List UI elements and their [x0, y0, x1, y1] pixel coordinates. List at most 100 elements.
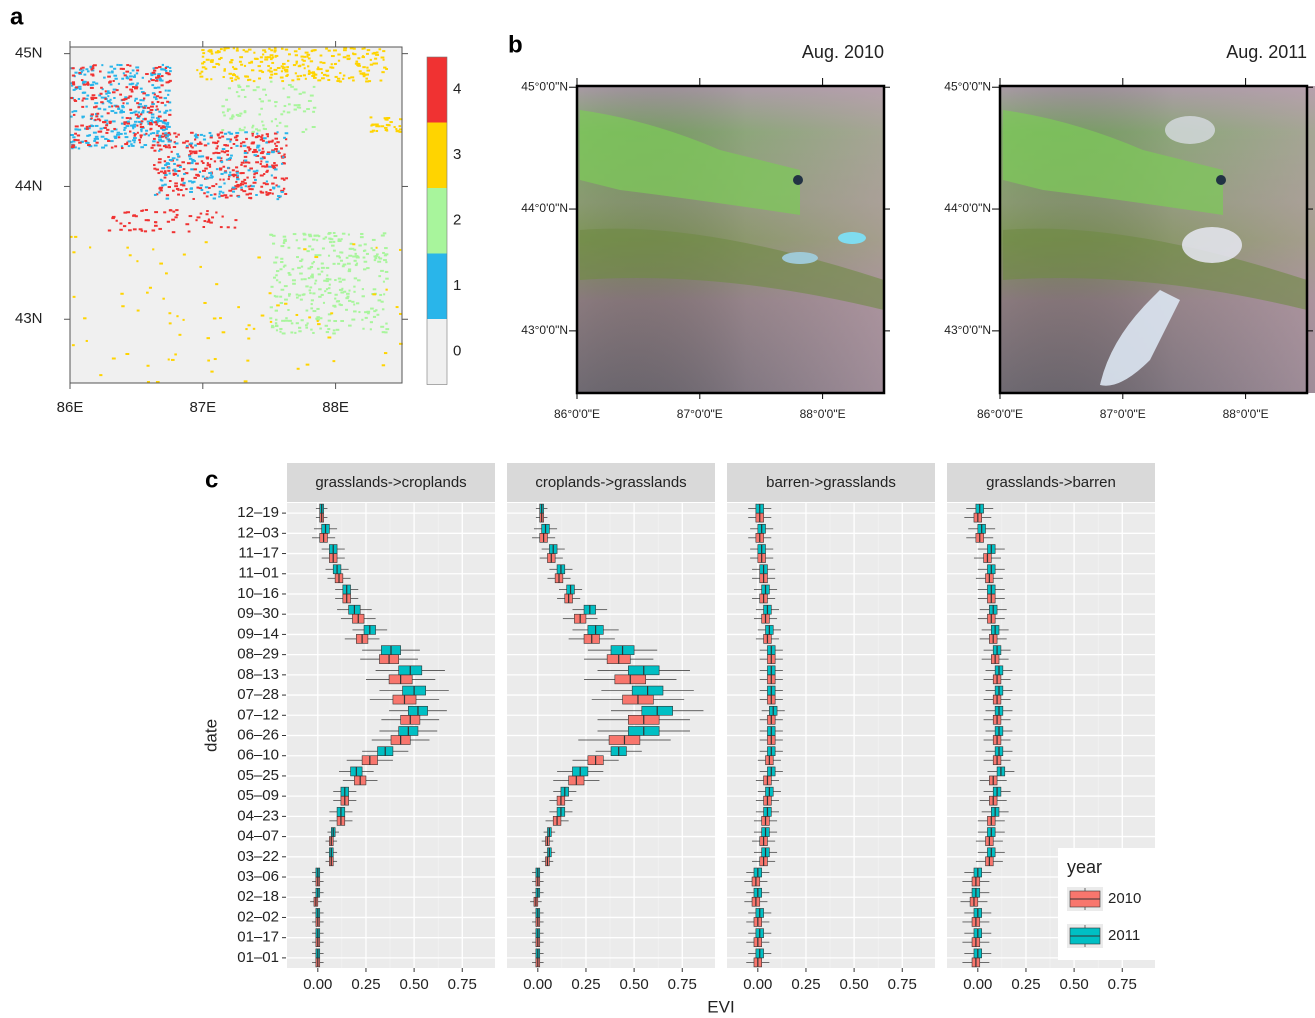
map-pixel	[219, 226, 223, 229]
map-pixel	[342, 56, 347, 59]
map-pixel	[327, 278, 332, 281]
map-pixel	[98, 119, 102, 122]
map-pixels	[70, 47, 403, 383]
map-pixel	[362, 268, 367, 271]
map-pixel	[133, 134, 136, 137]
map-pixel	[223, 194, 228, 197]
map-pixel	[373, 310, 377, 313]
map-pixel	[299, 260, 303, 263]
map-pixel	[194, 144, 197, 147]
map-pixel	[157, 161, 162, 164]
map-pixel	[311, 71, 315, 74]
map-pixel	[252, 181, 257, 184]
map-pixel	[308, 316, 312, 319]
map-pixel	[126, 122, 131, 125]
map-pixel	[206, 210, 209, 213]
map-pixel	[174, 353, 177, 356]
map-pixel	[182, 194, 185, 197]
map-pixel	[125, 70, 130, 73]
map-pixel	[174, 182, 178, 185]
map-pixel	[98, 94, 102, 97]
map-pixel	[275, 279, 279, 282]
map-pixel	[300, 55, 304, 58]
map-pixel	[215, 147, 219, 150]
map-pixel	[167, 166, 171, 169]
map-pixel	[209, 134, 213, 137]
map-pixel	[276, 66, 281, 69]
map-pixel	[202, 162, 205, 165]
map-pixel	[385, 322, 388, 325]
map-pixel	[284, 192, 288, 195]
map-pixel	[155, 123, 158, 126]
map-pixel	[296, 106, 300, 109]
map-pixel	[131, 82, 135, 85]
map-pixel	[286, 111, 291, 114]
map-pixel	[253, 176, 256, 179]
map-pixel	[132, 214, 135, 217]
map-pixel	[166, 125, 171, 128]
map-pixel	[148, 286, 152, 289]
map-pixel	[101, 102, 105, 105]
map-pixel	[185, 146, 189, 149]
map-pixel	[259, 60, 264, 63]
map-pixel	[158, 191, 161, 194]
map-pixel	[106, 90, 110, 93]
map-pixel	[70, 96, 74, 99]
map-pixel	[215, 62, 220, 65]
map-pixel	[121, 147, 124, 150]
map-pixel	[108, 122, 112, 125]
map-pixel	[109, 65, 113, 68]
map-pixel	[269, 54, 274, 57]
map-pixel	[79, 67, 83, 70]
map-pixel	[341, 278, 346, 281]
map-pixel	[274, 164, 278, 167]
map-pixel	[164, 136, 168, 139]
map-pixel	[393, 126, 396, 129]
map-pixel	[213, 193, 217, 196]
map-pixel	[209, 221, 213, 224]
map-pixel	[322, 61, 326, 64]
map-pixel	[182, 318, 185, 321]
x-tick-label: 0.75	[448, 976, 477, 993]
map-pixel	[271, 61, 275, 64]
map-pixel	[80, 124, 84, 127]
map-pixel	[270, 73, 274, 76]
map-pixel	[264, 58, 269, 61]
map-pixel	[336, 77, 341, 80]
map-pixel	[100, 135, 105, 138]
map-pixel	[314, 254, 318, 257]
map-pixel	[129, 88, 133, 91]
map-pixel	[385, 118, 389, 121]
map-pixel	[91, 67, 95, 70]
map-pixel	[293, 88, 298, 91]
map-pixel	[324, 324, 328, 327]
map-pixel	[363, 243, 367, 246]
map-pixel	[302, 110, 307, 113]
map-pixel	[168, 172, 171, 175]
map-pixel	[241, 129, 245, 132]
map-pixel	[154, 224, 158, 227]
map-pixel	[298, 330, 302, 333]
map-pixel	[300, 319, 304, 322]
map-pixel	[317, 323, 321, 326]
map-pixel	[216, 50, 221, 53]
map-pixel	[248, 161, 251, 164]
map-pixel	[72, 140, 76, 143]
map-pixel	[117, 107, 121, 110]
map-pixel	[284, 298, 288, 301]
map-pixel	[71, 110, 74, 113]
map-pixel	[259, 138, 264, 141]
map-pixel	[164, 146, 169, 149]
map-pixel	[237, 114, 242, 117]
map-pixel	[268, 165, 272, 168]
map-pixel	[127, 96, 130, 99]
map-pixel	[134, 97, 138, 100]
map-pixel	[140, 91, 145, 94]
map-pixel	[92, 131, 97, 134]
map-pixel	[71, 144, 76, 147]
map-pixel	[209, 50, 213, 53]
map-pixel	[193, 160, 196, 163]
map-pixel	[173, 162, 176, 165]
map-pixel	[143, 133, 147, 136]
map-pixel	[259, 152, 264, 155]
